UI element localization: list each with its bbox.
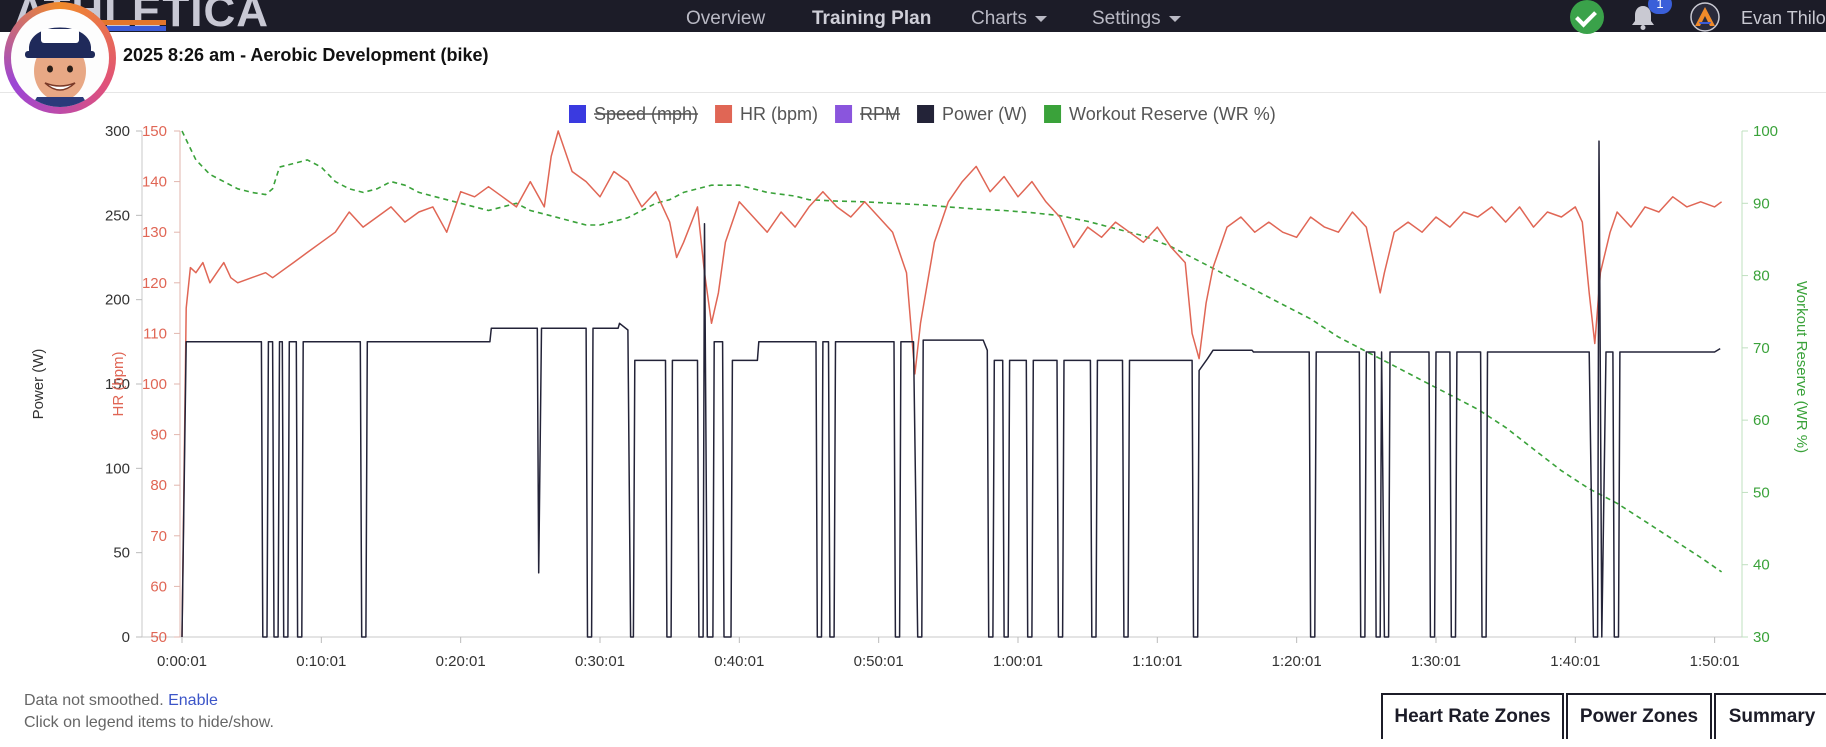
hr-tick-label: 70 bbox=[150, 528, 167, 545]
power-tick-label: 200 bbox=[105, 292, 130, 309]
legend-item-4[interactable]: Workout Reserve (WR %) bbox=[1044, 104, 1276, 124]
x-tick-label: 0:50:01 bbox=[854, 653, 904, 670]
legend-item-2[interactable]: RPM bbox=[835, 104, 900, 124]
hr-series-line bbox=[181, 130, 1723, 638]
hr-tick-label: 120 bbox=[142, 275, 167, 292]
x-tick-label: 0:30:01 bbox=[575, 653, 625, 670]
nav-settings-label: Settings bbox=[1092, 8, 1161, 29]
hr-tick-label: 130 bbox=[142, 224, 167, 241]
wr-tick-label: 30 bbox=[1753, 629, 1770, 646]
x-tick-label: 0:20:01 bbox=[436, 653, 486, 670]
nav-training-plan-label: Training Plan bbox=[812, 8, 932, 29]
hr-tick-label: 140 bbox=[142, 174, 167, 191]
chevron-down-icon bbox=[1034, 15, 1047, 22]
x-tick-label: 0:00:01 bbox=[157, 653, 207, 670]
legend-item-1[interactable]: HR (bpm) bbox=[715, 104, 818, 124]
brand-triangle-icon[interactable] bbox=[1690, 2, 1720, 32]
x-tick-label: 1:30:01 bbox=[1411, 653, 1461, 670]
notification-badge: 1 bbox=[1648, 0, 1672, 14]
wr-tick-label: 70 bbox=[1753, 340, 1770, 357]
legend-label: HR (bpm) bbox=[740, 104, 818, 124]
wr-axis-label: Workout Reserve (WR %) bbox=[1793, 281, 1810, 453]
wr-tick-label: 80 bbox=[1753, 268, 1770, 285]
x-tick-label: 0:40:01 bbox=[714, 653, 764, 670]
legend-swatch bbox=[1044, 105, 1062, 123]
power-axis-label: Power (W) bbox=[30, 349, 47, 420]
power-zones-button[interactable]: Power Zones bbox=[1566, 693, 1712, 739]
hr-tick-label: 150 bbox=[142, 123, 167, 140]
legend-label: Workout Reserve (WR %) bbox=[1069, 104, 1276, 124]
logo-stripe-blue bbox=[96, 26, 166, 31]
enable-smoothing-link[interactable]: Enable bbox=[168, 692, 218, 709]
nav-training-plan[interactable]: Training Plan bbox=[812, 8, 931, 30]
athlete-avatar[interactable] bbox=[4, 2, 116, 114]
x-tick-label: 0:10:01 bbox=[296, 653, 346, 670]
wr-series-line bbox=[181, 130, 1723, 573]
wr-tick-label: 50 bbox=[1753, 484, 1770, 501]
top-nav-bar: ATHLETICA Overview Training Plan Charts … bbox=[0, 0, 1826, 34]
legend-hint: Click on legend items to hide/show. bbox=[24, 714, 274, 731]
hr-tick-label: 80 bbox=[150, 477, 167, 494]
wr-tick-label: 100 bbox=[1753, 123, 1778, 140]
hr-axis-label: HR (bpm) bbox=[110, 351, 127, 416]
nav-overview[interactable]: Overview bbox=[686, 8, 765, 30]
hr-tick-label: 60 bbox=[150, 578, 167, 595]
wr-tick-label: 40 bbox=[1753, 557, 1770, 574]
power-tick-label: 300 bbox=[105, 123, 130, 140]
power-tick-label: 100 bbox=[105, 460, 130, 477]
legend-swatch bbox=[569, 105, 586, 123]
bell-icon[interactable] bbox=[1630, 4, 1656, 30]
check-circle-icon[interactable] bbox=[1570, 0, 1604, 34]
nav-overview-label: Overview bbox=[686, 8, 766, 29]
legend-item-3[interactable]: Power (W) bbox=[917, 104, 1027, 124]
user-name[interactable]: Evan Thilo bbox=[1741, 8, 1826, 28]
power-tick-label: 250 bbox=[105, 207, 130, 224]
face-illustration-icon bbox=[25, 27, 95, 107]
smoothing-status: Data not smoothed. bbox=[24, 692, 164, 709]
nav-charts[interactable]: Charts bbox=[971, 8, 1047, 30]
power-series-line bbox=[181, 140, 1721, 638]
legend-swatch bbox=[917, 105, 935, 123]
hr-tick-label: 50 bbox=[150, 629, 167, 646]
wr-tick-label: 60 bbox=[1753, 412, 1770, 429]
x-tick-label: 1:20:01 bbox=[1272, 653, 1322, 670]
logo-stripe-orange bbox=[96, 20, 166, 25]
nav-charts-label: Charts bbox=[971, 8, 1027, 29]
hr-tick-label: 110 bbox=[143, 325, 167, 342]
legend-label: Power (W) bbox=[942, 104, 1027, 124]
summary-button[interactable]: Summary bbox=[1714, 693, 1826, 739]
legend-swatch bbox=[835, 105, 853, 123]
workout-chart: Speed (mph) HR (bpm) RPM Power (W) Workout R… bbox=[30, 104, 1810, 670]
power-tick-label: 150 bbox=[105, 376, 130, 393]
heart-rate-zones-button[interactable]: Heart Rate Zones bbox=[1381, 693, 1564, 739]
chart-legend: Speed (mph) HR (bpm) RPM Power (W) Workout R… bbox=[569, 104, 1276, 124]
x-tick-label: 1:00:01 bbox=[993, 653, 1043, 670]
nav-settings[interactable]: Settings bbox=[1092, 8, 1181, 30]
hr-tick-label: 90 bbox=[150, 427, 167, 444]
chart-series bbox=[181, 130, 1723, 638]
power-tick-label: 0 bbox=[122, 629, 130, 646]
x-tick-label: 1:50:01 bbox=[1690, 653, 1740, 670]
legend-swatch bbox=[715, 105, 733, 123]
hr-tick-label: 100 bbox=[142, 376, 167, 393]
chevron-down-icon bbox=[1168, 15, 1181, 22]
workout-title: 2025 8:26 am - Aerobic Development (bike… bbox=[123, 45, 489, 65]
wr-tick-label: 90 bbox=[1753, 195, 1770, 212]
workout-header: 2025 8:26 am - Aerobic Development (bike… bbox=[0, 32, 1826, 93]
chart-axes: 0 50 100 150 200 250 300 50 60 70 80 90 100 110 120 130… bbox=[105, 123, 1778, 670]
x-tick-label: 1:40:01 bbox=[1550, 653, 1600, 670]
smoothing-note: Data not smoothed. Enable bbox=[24, 692, 218, 710]
legend-item-0[interactable]: Speed (mph) bbox=[569, 104, 698, 124]
x-tick-label: 1:10:01 bbox=[1132, 653, 1182, 670]
avatar-portrait bbox=[11, 9, 109, 107]
power-tick-label: 50 bbox=[113, 545, 130, 562]
